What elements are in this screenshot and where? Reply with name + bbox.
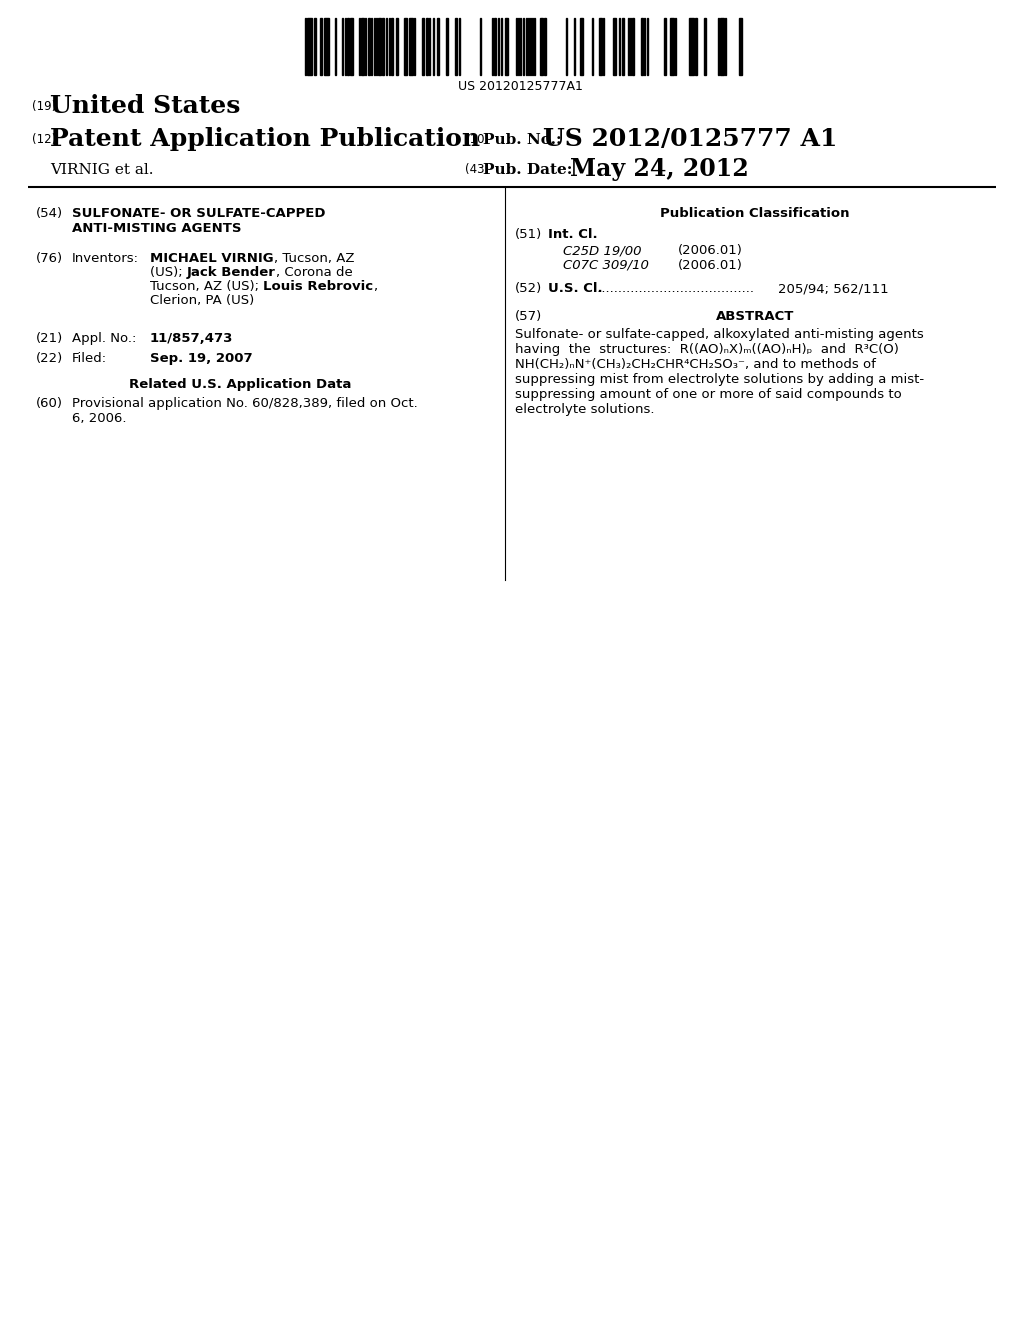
Text: Appl. No.:: Appl. No.: bbox=[72, 333, 136, 345]
Text: (60): (60) bbox=[36, 397, 63, 411]
Bar bbox=[455, 18, 457, 75]
Text: Publication Classification: Publication Classification bbox=[660, 207, 850, 220]
Text: (US);: (US); bbox=[150, 267, 186, 279]
Text: Sep. 19, 2007: Sep. 19, 2007 bbox=[150, 352, 253, 366]
Bar bbox=[382, 18, 384, 75]
Text: (54): (54) bbox=[36, 207, 63, 220]
Bar bbox=[391, 18, 393, 75]
Bar bbox=[695, 18, 697, 75]
Bar bbox=[347, 18, 349, 75]
Text: 205/94; 562/111: 205/94; 562/111 bbox=[778, 282, 889, 294]
Bar bbox=[409, 18, 413, 75]
Text: (52): (52) bbox=[515, 282, 543, 294]
Text: suppressing mist from electrolyte solutions by adding a mist-: suppressing mist from electrolyte soluti… bbox=[515, 374, 924, 385]
Text: Inventors:: Inventors: bbox=[72, 252, 139, 265]
Bar bbox=[422, 18, 424, 75]
Text: (22): (22) bbox=[36, 352, 63, 366]
Bar bbox=[689, 18, 694, 75]
Text: US 20120125777A1: US 20120125777A1 bbox=[458, 81, 583, 92]
Bar bbox=[350, 18, 353, 75]
Text: (51): (51) bbox=[515, 228, 543, 242]
Text: 11/857,473: 11/857,473 bbox=[150, 333, 233, 345]
Bar bbox=[437, 18, 439, 75]
Text: electrolyte solutions.: electrolyte solutions. bbox=[515, 403, 654, 416]
Bar bbox=[505, 18, 508, 75]
Text: (12): (12) bbox=[32, 133, 56, 147]
Bar bbox=[720, 18, 724, 75]
Text: Sulfonate- or sulfate-capped, alkoxylated anti-misting agents: Sulfonate- or sulfate-capped, alkoxylate… bbox=[515, 327, 924, 341]
Text: (19): (19) bbox=[32, 100, 56, 114]
Bar bbox=[314, 18, 316, 75]
Text: ......................................: ...................................... bbox=[593, 282, 758, 294]
Text: US 2012/0125777 A1: US 2012/0125777 A1 bbox=[543, 127, 838, 150]
Text: (43): (43) bbox=[465, 162, 489, 176]
Bar bbox=[540, 18, 543, 75]
Text: suppressing amount of one or more of said compounds to: suppressing amount of one or more of sai… bbox=[515, 388, 902, 401]
Text: (57): (57) bbox=[515, 310, 543, 323]
Bar bbox=[494, 18, 496, 75]
Text: having  the  structures:  R((AO)ₙX)ₘ((AO)ₙH)ₚ  and  R³C(O): having the structures: R((AO)ₙX)ₘ((AO)ₙH… bbox=[515, 343, 899, 356]
Bar bbox=[307, 18, 312, 75]
Bar bbox=[361, 18, 364, 75]
Bar bbox=[599, 18, 602, 75]
Text: NH(CH₂)ₙN⁺(CH₃)₂CH₂CHR⁴CH₂SO₃⁻, and to methods of: NH(CH₂)ₙN⁺(CH₃)₂CH₂CHR⁴CH₂SO₃⁻, and to m… bbox=[515, 358, 876, 371]
Text: (21): (21) bbox=[36, 333, 63, 345]
Text: Jack Bender: Jack Bender bbox=[186, 267, 275, 279]
Text: Related U.S. Application Data: Related U.S. Application Data bbox=[129, 378, 351, 391]
Bar bbox=[404, 18, 407, 75]
Bar bbox=[544, 18, 546, 75]
Text: SULFONATE- OR SULFATE-CAPPED: SULFONATE- OR SULFATE-CAPPED bbox=[72, 207, 326, 220]
Bar bbox=[664, 18, 666, 75]
Bar bbox=[613, 18, 616, 75]
Text: (10): (10) bbox=[465, 133, 489, 147]
Text: Provisional application No. 60/828,389, filed on Oct.: Provisional application No. 60/828,389, … bbox=[72, 397, 418, 411]
Text: , Tucson, AZ: , Tucson, AZ bbox=[273, 252, 354, 265]
Text: ABSTRACT: ABSTRACT bbox=[716, 310, 795, 323]
Bar bbox=[319, 18, 322, 75]
Text: ,: , bbox=[374, 280, 378, 293]
Text: Clerion, PA (US): Clerion, PA (US) bbox=[150, 294, 254, 308]
Text: Filed:: Filed: bbox=[72, 352, 108, 366]
Text: MICHAEL VIRNIG: MICHAEL VIRNIG bbox=[150, 252, 273, 265]
Text: Patent Application Publication: Patent Application Publication bbox=[50, 127, 480, 150]
Text: May 24, 2012: May 24, 2012 bbox=[570, 157, 749, 181]
Text: VIRNIG et al.: VIRNIG et al. bbox=[50, 162, 154, 177]
Text: , Corona de: , Corona de bbox=[275, 267, 352, 279]
Text: United States: United States bbox=[50, 94, 241, 117]
Text: Louis Rebrovic: Louis Rebrovic bbox=[263, 280, 374, 293]
Text: Pub. Date:: Pub. Date: bbox=[483, 162, 572, 177]
Text: (2006.01): (2006.01) bbox=[678, 244, 742, 257]
Bar bbox=[632, 18, 634, 75]
Text: C25D 19/00: C25D 19/00 bbox=[563, 244, 641, 257]
Bar bbox=[580, 18, 583, 75]
Bar bbox=[426, 18, 428, 75]
Bar bbox=[368, 18, 370, 75]
Text: (76): (76) bbox=[36, 252, 63, 265]
Text: (2006.01): (2006.01) bbox=[678, 259, 742, 272]
Bar bbox=[705, 18, 706, 75]
Text: Pub. No.:: Pub. No.: bbox=[483, 133, 561, 147]
Bar bbox=[622, 18, 624, 75]
Text: Int. Cl.: Int. Cl. bbox=[548, 228, 598, 242]
Bar bbox=[378, 18, 381, 75]
Bar bbox=[324, 18, 329, 75]
Text: U.S. Cl.: U.S. Cl. bbox=[548, 282, 603, 294]
Bar bbox=[641, 18, 643, 75]
Text: 6, 2006.: 6, 2006. bbox=[72, 412, 127, 425]
Bar bbox=[396, 18, 398, 75]
Bar bbox=[446, 18, 447, 75]
Text: C07C 309/10: C07C 309/10 bbox=[563, 259, 649, 272]
Text: ANTI-MISTING AGENTS: ANTI-MISTING AGENTS bbox=[72, 222, 242, 235]
Bar bbox=[739, 18, 742, 75]
Text: Tucson, AZ (US);: Tucson, AZ (US); bbox=[150, 280, 263, 293]
Bar bbox=[670, 18, 674, 75]
